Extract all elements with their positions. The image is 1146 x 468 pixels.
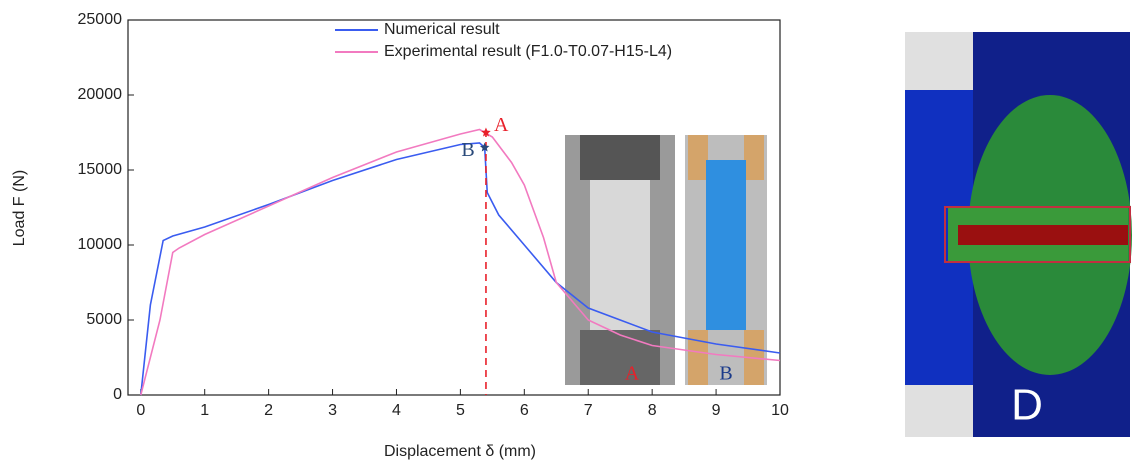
inset-label: A [625,363,640,385]
fem-image [905,32,1132,437]
y-tick-label: 15000 [78,161,123,178]
line-series [139,142,781,396]
point-label: B [461,139,474,161]
x-tick-label: 8 [648,402,657,419]
y-tick-label: 0 [113,386,122,403]
x-tick-label: 0 [136,402,145,419]
y-tick-label: 20000 [78,86,123,103]
point-marker [481,127,491,137]
x-tick-label: 9 [712,402,721,419]
legend-label: Experimental result (F1.0-T0.07-H15-L4) [384,43,672,60]
plot-frame [127,19,781,396]
y-tick-label: 10000 [78,236,123,253]
y-axis-label: Load F (N) [11,170,28,246]
inset-photo [565,135,767,385]
y-tick-label: 25000 [78,11,123,28]
x-tick-label: 3 [328,402,337,419]
x-tick-label: 2 [264,402,273,419]
x-tick-label: 10 [771,402,789,419]
point-label: A [494,114,509,136]
line-series [140,128,781,396]
point-marker [479,142,490,152]
x-axis-label: Displacement δ (mm) [384,443,536,460]
x-tick-label: 5 [456,402,465,419]
inset-label: B [719,363,732,385]
panel-label: D [1011,381,1043,430]
x-tick-label: 7 [584,402,593,419]
x-tick-label: 6 [520,402,529,419]
legend-label: Numerical result [384,21,500,38]
x-tick-label: 4 [392,402,401,419]
x-tick-label: 1 [200,402,209,419]
y-tick-label: 5000 [86,311,122,328]
